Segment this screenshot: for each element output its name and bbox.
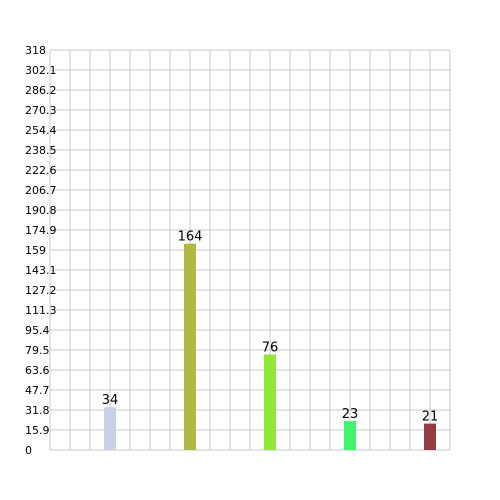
y-tick-label: 15.9 <box>25 424 50 437</box>
y-tick-label: 254.4 <box>25 124 57 137</box>
y-tick-label: 302.1 <box>25 64 57 77</box>
y-tick-label: 238.5 <box>25 144 57 157</box>
bar-value-label: 21 <box>422 410 439 425</box>
y-axis-ticks: 0 15.9 31.8 47.7 63.6 79.5 95.4 111.3 127.2 143.1… <box>25 44 57 457</box>
y-tick-label: 143.1 <box>25 264 57 277</box>
grid <box>49 49 451 451</box>
bar <box>104 407 116 450</box>
y-tick-label: 190.8 <box>25 204 57 217</box>
y-tick-label: 95.4 <box>25 324 50 337</box>
bar <box>424 423 436 450</box>
bars <box>104 243 436 450</box>
y-tick-label: 286.2 <box>25 84 57 97</box>
bar <box>184 243 196 450</box>
y-tick-label: 318 <box>25 44 46 57</box>
y-tick-label: 111.3 <box>25 304 57 317</box>
y-tick-label: 79.5 <box>25 344 50 357</box>
y-tick-label: 206.7 <box>25 184 57 197</box>
data-labels: 34 164 76 23 21 <box>102 230 439 425</box>
bar-value-label: 34 <box>102 393 119 408</box>
y-tick-label: 270.3 <box>25 104 57 117</box>
y-tick-label: 222.6 <box>25 164 57 177</box>
y-tick-label: 0 <box>25 444 32 457</box>
y-tick-label: 174.9 <box>25 224 57 237</box>
bar <box>344 421 356 450</box>
bar-value-label: 164 <box>178 230 203 245</box>
y-tick-label: 63.6 <box>25 364 50 377</box>
y-tick-label: 159 <box>25 244 46 257</box>
bar-value-label: 23 <box>342 407 359 422</box>
bar <box>264 354 276 450</box>
bar-value-label: 76 <box>262 340 279 355</box>
y-tick-label: 127.2 <box>25 284 57 297</box>
y-tick-label: 31.8 <box>25 404 50 417</box>
y-tick-label: 47.7 <box>25 384 50 397</box>
